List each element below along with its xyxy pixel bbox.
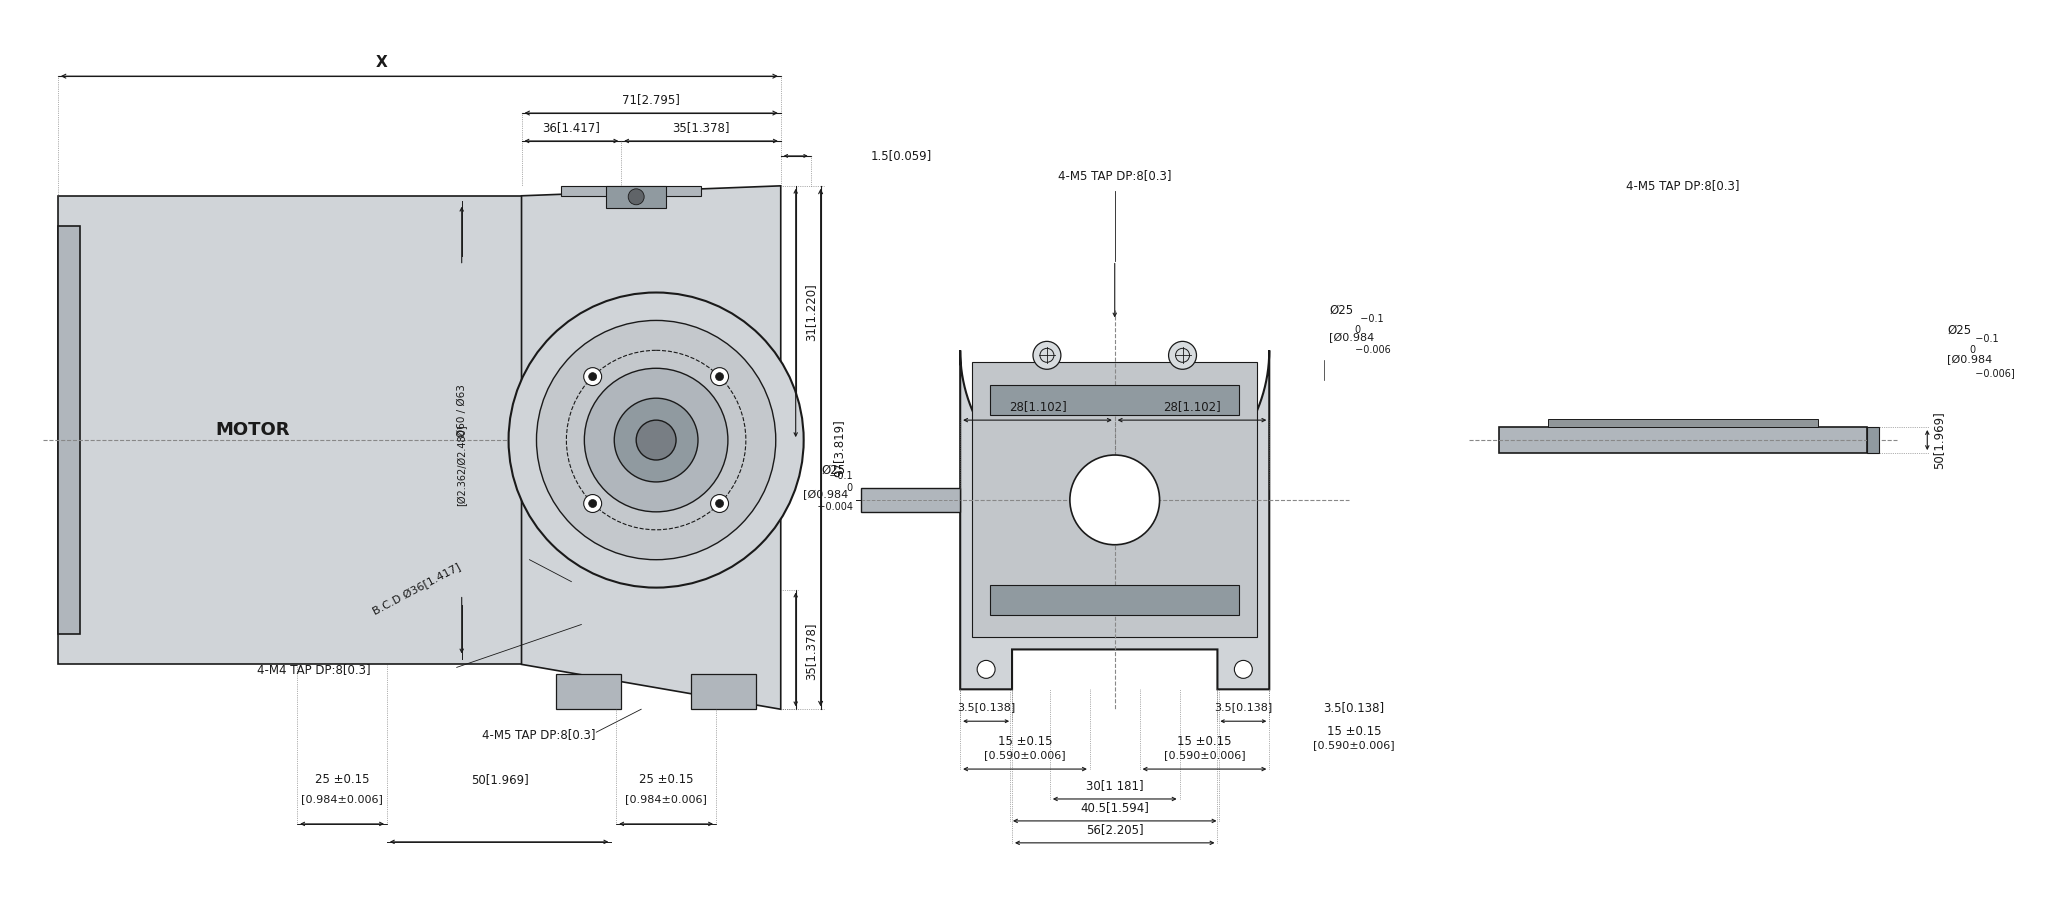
Text: 28[1.102]: 28[1.102] xyxy=(1163,399,1220,413)
Text: Ø25: Ø25 xyxy=(822,464,846,477)
Text: 50[1.969]: 50[1.969] xyxy=(470,773,528,786)
Circle shape xyxy=(589,372,596,381)
Circle shape xyxy=(1169,341,1197,370)
Polygon shape xyxy=(522,186,781,709)
Circle shape xyxy=(614,398,698,482)
Text: 4-M5 TAP DP:8[0.3]: 4-M5 TAP DP:8[0.3] xyxy=(481,727,596,740)
Text: 25 ±0.15: 25 ±0.15 xyxy=(314,773,370,786)
Text: 30[1 181]: 30[1 181] xyxy=(1087,779,1144,793)
Text: 15 ±0.15: 15 ±0.15 xyxy=(998,735,1052,748)
Text: −0.006: −0.006 xyxy=(1352,346,1391,355)
Text: [Ø0.984: [Ø0.984 xyxy=(803,490,848,500)
Text: [Ø2.362/Ø2.480]: [Ø2.362/Ø2.480] xyxy=(456,424,466,506)
Text: [0.984±0.006]: [0.984±0.006] xyxy=(302,794,382,804)
Text: 3.5[0.138]: 3.5[0.138] xyxy=(1214,703,1273,713)
Circle shape xyxy=(509,292,803,587)
Text: 25 ±0.15: 25 ±0.15 xyxy=(639,773,694,786)
Text: −0.1
0: −0.1 0 xyxy=(824,471,852,492)
Text: B.C.D Ø36[1.417]: B.C.D Ø36[1.417] xyxy=(372,562,462,617)
Text: 71[2.795]: 71[2.795] xyxy=(622,92,680,106)
Circle shape xyxy=(589,500,596,507)
Text: 56[2.205]: 56[2.205] xyxy=(1087,823,1144,836)
Text: 15 ±0.15: 15 ±0.15 xyxy=(1327,725,1380,738)
Polygon shape xyxy=(58,226,80,634)
Polygon shape xyxy=(557,674,620,709)
Circle shape xyxy=(1070,455,1161,545)
Polygon shape xyxy=(58,195,522,665)
Text: [0.984±0.006]: [0.984±0.006] xyxy=(624,794,707,804)
Text: [0.590±0.006]: [0.590±0.006] xyxy=(1165,751,1245,760)
Polygon shape xyxy=(990,585,1239,615)
Text: Ø25: Ø25 xyxy=(1947,324,1972,337)
Text: −0.004: −0.004 xyxy=(807,502,852,512)
Text: 50[1.969]: 50[1.969] xyxy=(1933,411,1945,469)
Text: 4-M5 TAP DP:8[0.3]: 4-M5 TAP DP:8[0.3] xyxy=(1627,180,1740,193)
Text: 35[1.378]: 35[1.378] xyxy=(805,622,817,680)
Text: 4-M4 TAP DP:8[0.3]: 4-M4 TAP DP:8[0.3] xyxy=(257,663,372,676)
Circle shape xyxy=(715,500,723,507)
Text: −0.006]: −0.006] xyxy=(1970,368,2015,378)
Polygon shape xyxy=(972,362,1257,637)
Polygon shape xyxy=(861,488,959,512)
Text: [0.590±0.006]: [0.590±0.006] xyxy=(984,751,1066,760)
Text: X: X xyxy=(376,54,388,70)
Circle shape xyxy=(711,368,729,385)
Text: 28[1.102]: 28[1.102] xyxy=(1009,399,1066,413)
Circle shape xyxy=(583,494,602,513)
Polygon shape xyxy=(606,186,665,207)
Text: −0.1
0: −0.1 0 xyxy=(1970,334,1999,355)
Circle shape xyxy=(583,368,727,512)
Text: −0.1
0: −0.1 0 xyxy=(1354,313,1384,336)
Text: 97[3.819]: 97[3.819] xyxy=(832,420,844,477)
Text: 15 ±0.15: 15 ±0.15 xyxy=(1177,735,1232,748)
Polygon shape xyxy=(990,385,1239,415)
Polygon shape xyxy=(561,186,700,195)
Text: 35[1.378]: 35[1.378] xyxy=(672,122,729,135)
Polygon shape xyxy=(1549,420,1818,427)
Text: [Ø0.984: [Ø0.984 xyxy=(1947,355,1992,365)
Text: 1.5[0.059]: 1.5[0.059] xyxy=(871,149,933,162)
Text: [Ø0.984: [Ø0.984 xyxy=(1329,334,1374,343)
Text: 3.5[0.138]: 3.5[0.138] xyxy=(957,703,1015,713)
Polygon shape xyxy=(959,350,1269,690)
Circle shape xyxy=(1033,341,1062,370)
Text: 36[1.417]: 36[1.417] xyxy=(542,122,600,135)
Text: 40.5[1.594]: 40.5[1.594] xyxy=(1080,801,1148,814)
Circle shape xyxy=(536,321,776,560)
Text: MOTOR: MOTOR xyxy=(216,421,290,439)
Text: Ø60 / Ø63: Ø60 / Ø63 xyxy=(456,384,466,437)
Polygon shape xyxy=(1499,427,1867,453)
Circle shape xyxy=(629,189,645,205)
Polygon shape xyxy=(690,674,756,709)
Text: [0.590±0.006]: [0.590±0.006] xyxy=(1313,740,1395,751)
Text: Ø25: Ø25 xyxy=(1329,304,1354,317)
Circle shape xyxy=(978,660,994,679)
Text: 3.5[0.138]: 3.5[0.138] xyxy=(1323,701,1384,714)
Polygon shape xyxy=(1867,427,1879,453)
Circle shape xyxy=(711,494,729,513)
Text: 31[1.220]: 31[1.220] xyxy=(805,284,817,341)
Circle shape xyxy=(637,420,676,460)
Text: 4-M5 TAP DP:8[0.3]: 4-M5 TAP DP:8[0.3] xyxy=(1058,170,1171,183)
Circle shape xyxy=(583,368,602,385)
Circle shape xyxy=(715,372,723,381)
Circle shape xyxy=(1234,660,1253,679)
